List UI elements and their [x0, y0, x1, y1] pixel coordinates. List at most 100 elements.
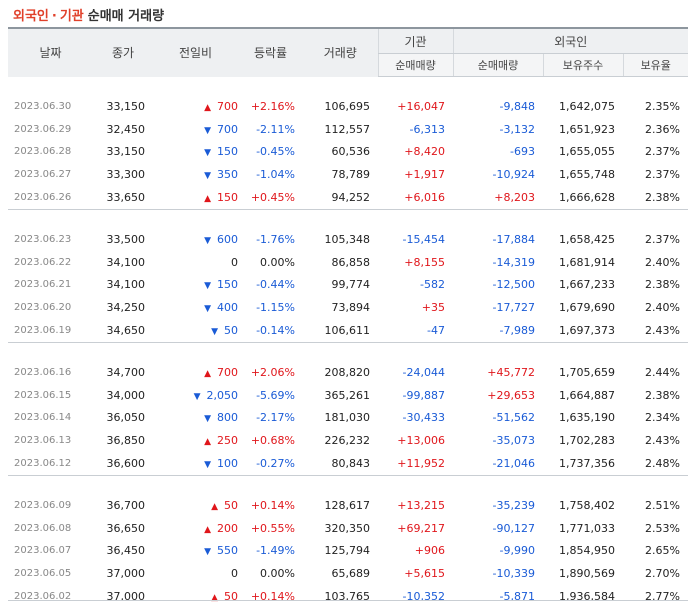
inst-net-cell-value: -99,887	[402, 388, 445, 402]
diff-cell: 0	[153, 562, 238, 585]
rate-cell-value: 0.00%	[260, 567, 295, 581]
rate-cell: +0.68%	[238, 429, 303, 452]
foreign-net-cell: -3,132	[453, 118, 543, 141]
volume-cell-value: 60,536	[331, 145, 371, 159]
foreign-ratio-cell: 2.43%	[623, 319, 688, 342]
volume-cell-value: 65,689	[331, 567, 371, 581]
rate-cell-value: +0.14%	[250, 498, 295, 512]
inst-net-cell: -30,433	[378, 407, 453, 430]
table-row: 2023.06.28 33,150 ▼ 150 -0.45% 60,536 +8,420 -6…	[8, 141, 688, 164]
volume-cell-value: 208,820	[324, 365, 371, 379]
volume-cell-value: 80,843	[331, 457, 371, 471]
diff-value: 100	[217, 457, 238, 471]
inst-net-cell: +16,047	[378, 95, 453, 118]
rate-cell: +0.45%	[238, 186, 303, 209]
panel-title: 외국인 · 기관 순매매 거래량	[13, 5, 164, 24]
diff-cell: ▼ 50	[153, 319, 238, 342]
foreign-ratio-cell: 2.36%	[623, 118, 688, 141]
close-cell: 33,150	[93, 141, 153, 164]
close-cell: 36,700	[93, 494, 153, 517]
volume-cell: 226,232	[303, 429, 378, 452]
group-divider	[8, 209, 688, 210]
close-cell: 34,250	[93, 296, 153, 319]
inst-net-cell: +69,217	[378, 517, 453, 540]
foreign-net-cell-value: -14,319	[492, 255, 535, 269]
diff-value: 50	[224, 590, 238, 604]
table-row: 2023.06.19 34,650 ▼ 50 -0.14% 106,611 -47 -7,98…	[8, 319, 688, 342]
table-row: 2023.06.27 33,300 ▼ 350 -1.04% 78,789 +1,917 -1…	[8, 163, 688, 186]
down-arrow-icon: ▼	[204, 304, 211, 315]
rate-cell: -5.69%	[238, 384, 303, 407]
diff-value: 250	[217, 434, 238, 448]
diff-cell: ▼ 600	[153, 228, 238, 251]
volume-cell: 365,261	[303, 384, 378, 407]
date-cell: 2023.06.20	[8, 296, 93, 319]
rate-cell-value: +2.16%	[250, 99, 295, 113]
header-diff: 전일비	[153, 27, 238, 77]
date-cell: 2023.06.09	[8, 494, 93, 517]
foreign-ratio-cell: 2.43%	[623, 429, 688, 452]
inst-net-cell-value: +13,215	[397, 498, 445, 512]
down-arrow-icon: ▼	[204, 460, 211, 471]
foreign-hold-cell-value: 1,664,887	[559, 388, 615, 402]
date-cell: 2023.06.23	[8, 228, 93, 251]
diff-value: 0	[231, 567, 238, 581]
table-row: 2023.06.20 34,250 ▼ 400 -1.15% 73,894 +35 -17,7…	[8, 296, 688, 319]
diff-value: 200	[217, 521, 238, 535]
inst-net-cell: +1,917	[378, 163, 453, 186]
rate-cell-value: 0.00%	[260, 255, 295, 269]
inst-net-cell: +8,420	[378, 141, 453, 164]
foreign-ratio-cell-value: 2.38%	[645, 278, 680, 292]
close-cell-value: 32,450	[106, 122, 146, 136]
rate-cell-value: -0.14%	[256, 324, 295, 338]
foreign-hold-cell: 1,681,914	[543, 251, 623, 274]
close-cell-value: 37,000	[106, 567, 146, 581]
diff-cell: ▼ 2,050	[153, 384, 238, 407]
foreign-hold-cell-value: 1,658,425	[559, 232, 615, 246]
foreign-hold-cell-value: 1,681,914	[559, 255, 615, 269]
inst-net-cell-value: +1,917	[404, 168, 445, 182]
volume-cell: 103,765	[303, 585, 378, 608]
title-suffix: 순매매 거래량	[87, 9, 165, 24]
date-cell: 2023.06.22	[8, 251, 93, 274]
close-cell: 36,650	[93, 517, 153, 540]
diff-value: 150	[217, 278, 238, 292]
foreign-net-cell-value: -3,132	[499, 122, 535, 136]
diff-cell: ▲ 700	[153, 95, 238, 118]
foreign-hold-cell: 1,642,075	[543, 95, 623, 118]
diff-value: 150	[217, 191, 238, 205]
foreign-ratio-cell: 2.51%	[623, 494, 688, 517]
down-arrow-icon: ▼	[211, 327, 218, 338]
inst-net-cell: +6,016	[378, 186, 453, 209]
group-spacer	[8, 476, 688, 494]
foreign-net-cell: -35,073	[453, 429, 543, 452]
rate-cell: -1.15%	[238, 296, 303, 319]
diff-cell: ▼ 150	[153, 274, 238, 297]
volume-cell: 105,348	[303, 228, 378, 251]
foreign-net-cell: -5,871	[453, 585, 543, 608]
header-inst-net: 순매매량	[377, 53, 453, 77]
down-arrow-icon: ▼	[204, 414, 211, 425]
diff-cell: ▼ 100	[153, 452, 238, 475]
diff-value: 700	[217, 365, 238, 379]
close-cell-value: 34,700	[106, 365, 146, 379]
date-cell-value: 2023.06.23	[14, 233, 72, 245]
spacer-cell	[8, 476, 688, 494]
inst-net-cell-value: +5,615	[404, 567, 445, 581]
foreign-ratio-cell-value: 2.37%	[645, 145, 680, 159]
rate-cell: +0.14%	[238, 494, 303, 517]
date-cell-value: 2023.06.02	[14, 591, 72, 603]
foreign-hold-cell-value: 1,655,055	[559, 145, 615, 159]
close-cell-value: 33,150	[106, 145, 146, 159]
table-row: 2023.06.30 33,150 ▲ 700 +2.16% 106,695 +16,047…	[8, 95, 688, 118]
header-close: 종가	[93, 27, 153, 77]
date-cell-value: 2023.06.28	[14, 146, 72, 158]
inst-net-cell: +11,952	[378, 452, 453, 475]
rate-cell-value: -1.04%	[256, 168, 295, 182]
date-cell-value: 2023.06.12	[14, 458, 72, 470]
foreign-ratio-cell-value: 2.51%	[645, 498, 680, 512]
foreign-ratio-cell: 2.37%	[623, 163, 688, 186]
divider-cell	[8, 209, 688, 210]
title-foreign: 외국인	[13, 9, 49, 24]
close-cell-value: 37,000	[106, 590, 146, 604]
